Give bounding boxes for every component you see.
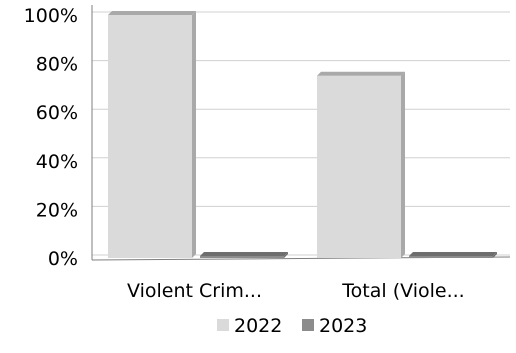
bar	[409, 252, 497, 258]
y-tick-label: 60%	[36, 102, 78, 124]
x-category-label: Violent Crim...	[127, 280, 262, 302]
bar	[108, 11, 196, 258]
bars	[108, 11, 497, 258]
x-category-labels: Violent Crim... Total (Viole...	[127, 280, 465, 302]
bar	[317, 71, 405, 258]
y-tick-label: 0%	[48, 248, 78, 270]
y-tick-labels: 0% 20% 40% 60% 80% 100%	[24, 5, 78, 270]
y-tick-label: 20%	[36, 199, 78, 221]
x-category-label: Total (Viole...	[341, 280, 464, 302]
y-tick-label: 40%	[36, 151, 78, 173]
y-tick-label: 100%	[24, 5, 78, 27]
legend-label: 2023	[319, 315, 367, 337]
legend-item: 2023	[302, 315, 367, 337]
legend-swatch	[217, 319, 229, 331]
legend-item: 2022	[217, 315, 282, 337]
y-tick-label: 80%	[36, 54, 78, 76]
bar	[200, 252, 288, 258]
legend-label: 2022	[234, 315, 282, 337]
legend-swatch	[302, 319, 314, 331]
legend: 2022 2023	[217, 315, 367, 337]
